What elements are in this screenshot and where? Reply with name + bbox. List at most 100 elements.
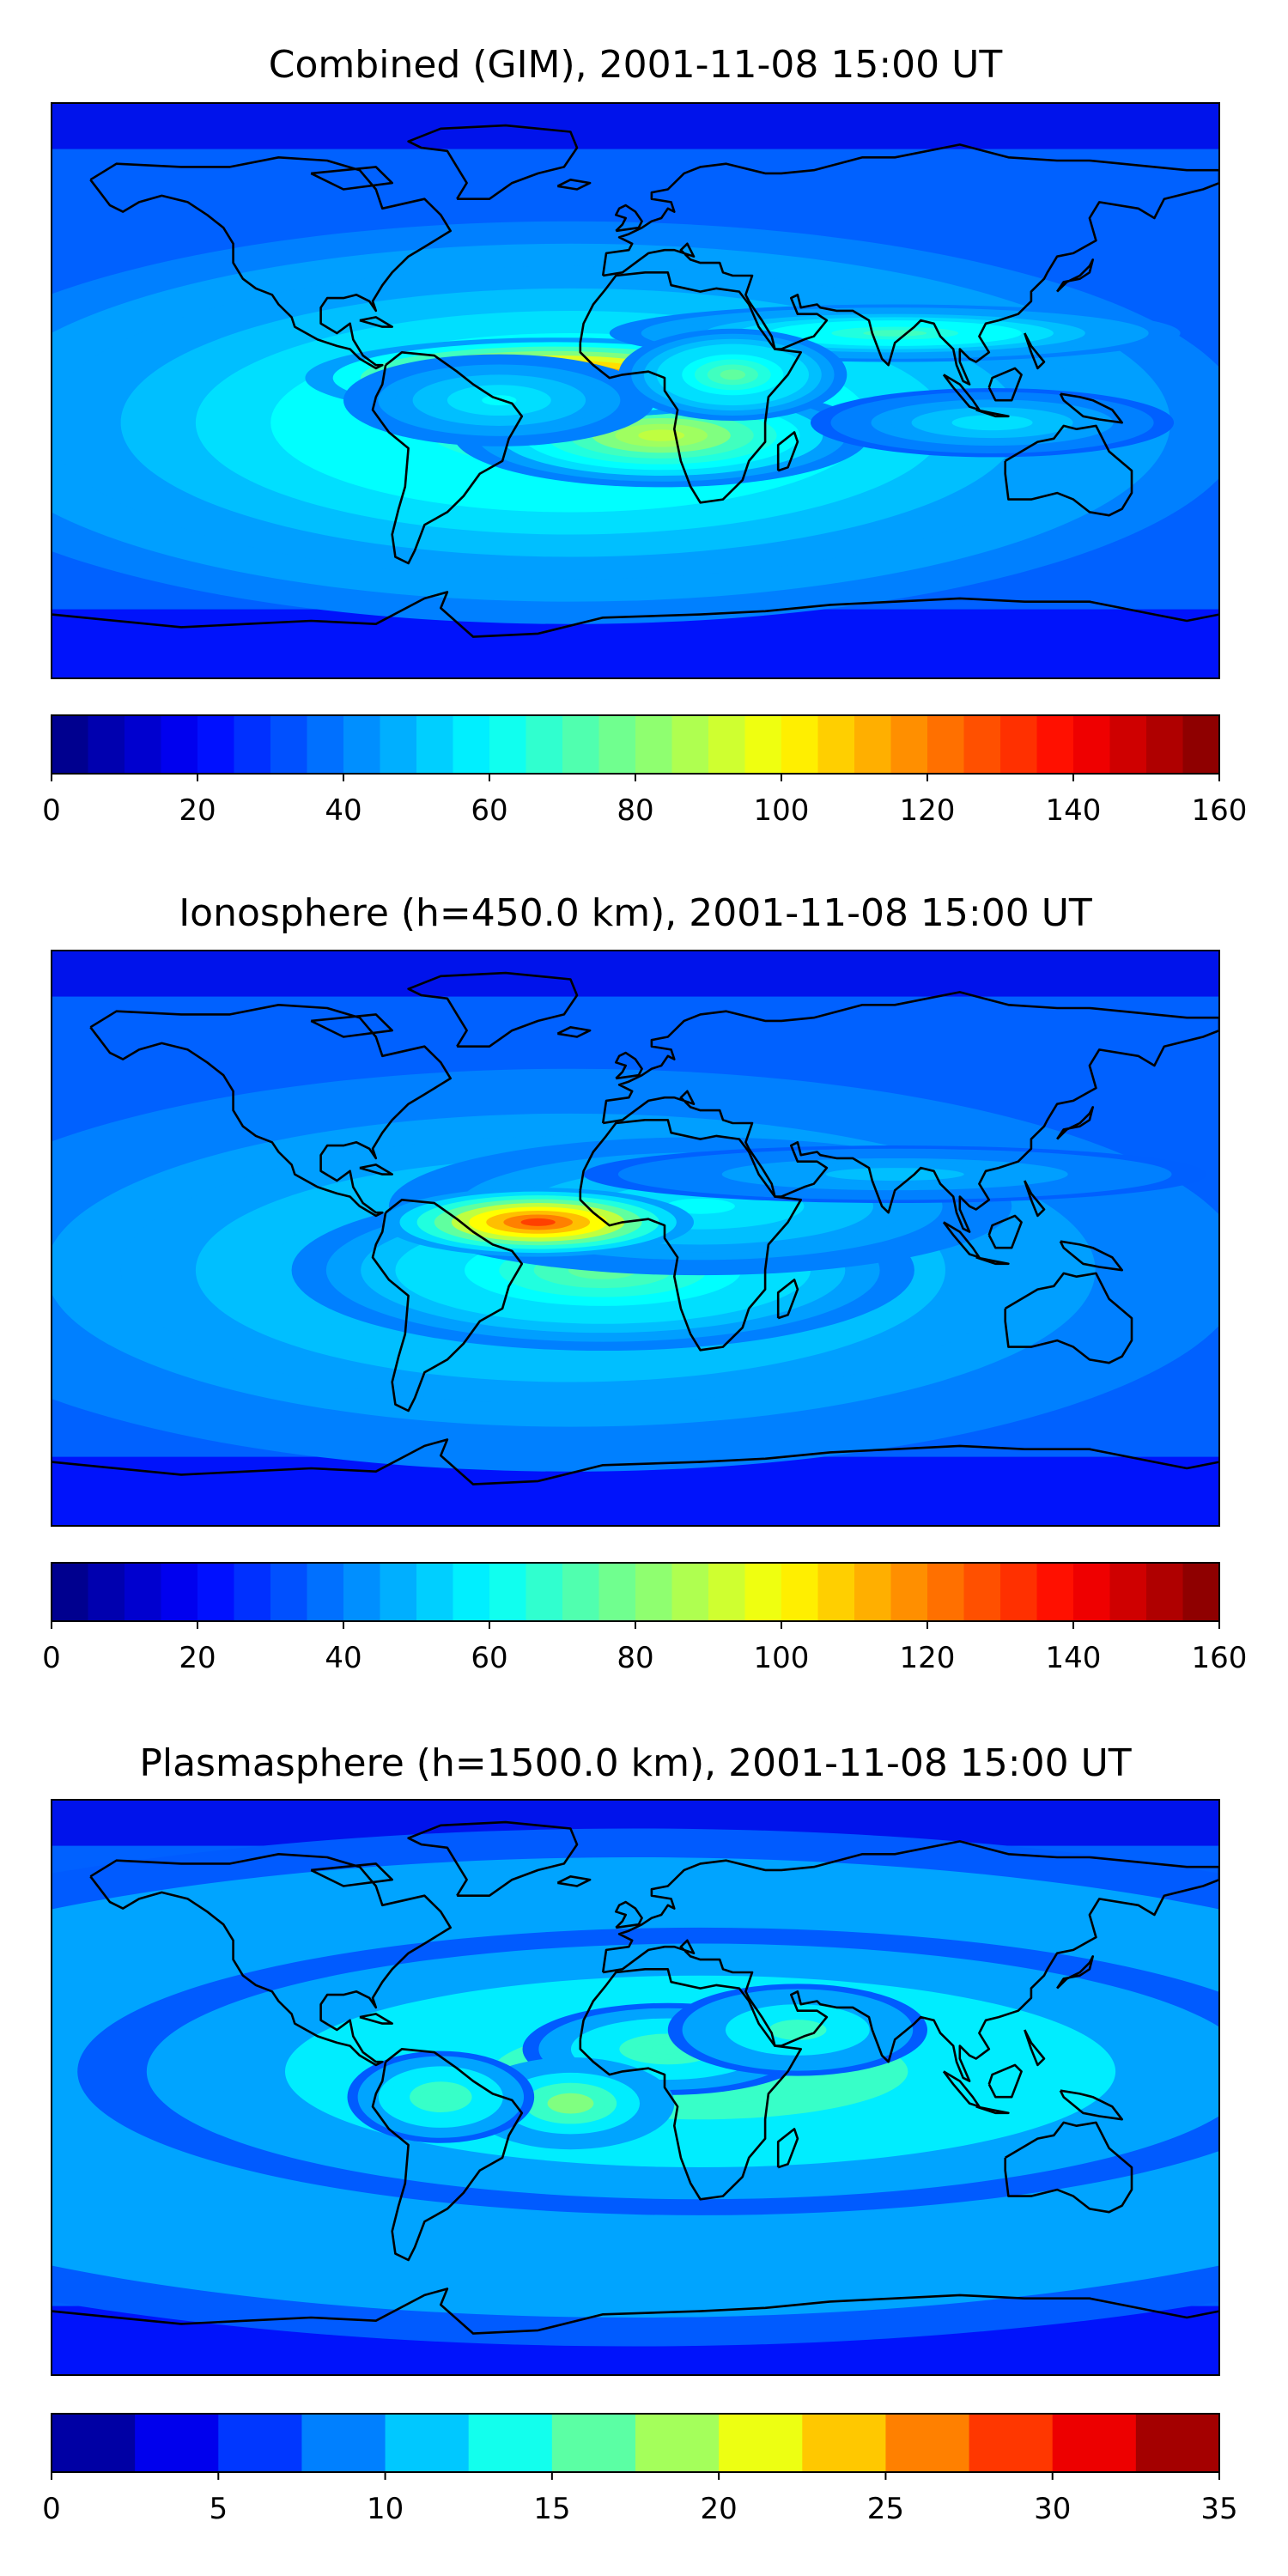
colorbar-segment [562, 715, 600, 774]
colorbar-segment [1109, 1563, 1147, 1621]
colorbar-segment [890, 715, 928, 774]
coastline [1059, 2089, 1123, 2121]
coastline [776, 1279, 799, 1320]
colorbar-segment [1146, 1563, 1184, 1621]
colorbar-tick-label: 0 [42, 2492, 61, 2526]
colorbar-segment [307, 1563, 344, 1621]
field-contour [863, 330, 927, 337]
coastline [407, 1820, 579, 1897]
coastline [371, 351, 524, 565]
coastline [1004, 2121, 1133, 2214]
colorbar-tick-label: 10 [367, 2492, 404, 2526]
coastline [1056, 1955, 1094, 1990]
colorbar-segment [453, 715, 490, 774]
colorbar-segment [635, 1563, 673, 1621]
colorbar-segment [927, 1563, 965, 1621]
field-contour [638, 429, 685, 441]
colorbar-segment [380, 715, 417, 774]
colorbar-tick-label: 60 [471, 793, 507, 828]
colorbar: 0 5 10 15 20 25 30 35 [42, 2413, 1238, 2526]
colorbar-tick-label: 100 [754, 793, 810, 828]
field-band [52, 103, 1219, 149]
colorbar-segment [1109, 715, 1147, 774]
field-contour [720, 369, 746, 380]
colorbar-segment [854, 715, 892, 774]
colorbar-tick-label: 20 [179, 1641, 216, 1675]
field-band [52, 951, 1219, 997]
coastline [310, 1013, 393, 1038]
coastline [975, 2105, 1010, 2115]
colorbar-segment [88, 715, 125, 774]
coastline [310, 1862, 393, 1887]
coastline [975, 409, 1010, 418]
coastline [615, 204, 643, 233]
colorbar-segment [1073, 715, 1111, 774]
colorbar-segment [234, 1563, 271, 1621]
colorbar-segment [385, 2414, 470, 2472]
coastlines [52, 1820, 1219, 2335]
map-frame [51, 950, 1220, 1527]
coastline [359, 2013, 393, 2025]
coastline [1059, 392, 1123, 424]
map-title: Plasmasphere (h=1500.0 km), 2001-11-08 1… [139, 1741, 1131, 1785]
colorbar-segment [218, 2414, 303, 2472]
colorbar-tick-label: 80 [617, 793, 653, 828]
coastline [407, 971, 579, 1048]
coastline [601, 1840, 1219, 2082]
coastline [987, 367, 1023, 402]
coastline [89, 1853, 452, 2067]
colorbar-tick-label: 120 [900, 1641, 956, 1675]
colorbar-segment [744, 715, 782, 774]
coastline [987, 2063, 1023, 2099]
colorbar-segment [1036, 1563, 1074, 1621]
coastlines [52, 971, 1219, 1485]
field-contour [559, 2098, 582, 2109]
colorbar-tick-label: 20 [179, 793, 216, 828]
colorbar-segment [551, 2414, 636, 2472]
colorbar-segment [526, 1563, 563, 1621]
colorbar-tick-label: 140 [1046, 793, 1102, 828]
coastline [359, 316, 393, 328]
colorbar-segment [885, 2414, 970, 2472]
colorbar-segment [125, 715, 162, 774]
coastline [1056, 258, 1094, 293]
coastline [1056, 1106, 1094, 1140]
map-frame [51, 1799, 1220, 2376]
coastline [615, 1900, 643, 1929]
colorbar-segment [817, 1563, 855, 1621]
coastline [407, 124, 579, 200]
colorbar-tick-label: 40 [325, 793, 361, 828]
coastline [776, 2128, 799, 2169]
coastlines [52, 124, 1219, 638]
colorbar-segment [802, 2414, 887, 2472]
field-contour [783, 2025, 812, 2035]
colorbar-segment [598, 1563, 636, 1621]
colorbar-segment [854, 1563, 892, 1621]
coastline [1024, 332, 1046, 370]
coastline [89, 156, 452, 370]
colorbar-segment [526, 715, 563, 774]
colorbar-tick-label: 60 [471, 1641, 507, 1675]
colorbar-segment [817, 715, 855, 774]
map-title: Ionosphere (h=450.0 km), 2001-11-08 15:0… [179, 891, 1092, 935]
coastline [987, 1214, 1023, 1249]
map-title: Combined (GIM), 2001-11-08 15:00 UT [269, 43, 1003, 87]
coastline [52, 1438, 1219, 1485]
colorbar-segment [1052, 2414, 1137, 2472]
colorbar-segment [52, 1563, 89, 1621]
map-field [52, 1800, 1219, 2375]
colorbar-segment [161, 715, 198, 774]
colorbar-segment [52, 715, 89, 774]
field-contour [430, 2092, 452, 2103]
colorbar-tick-label: 20 [701, 2492, 738, 2526]
colorbar-tick-label: 0 [42, 1641, 61, 1675]
colorbar-segment [270, 1563, 308, 1621]
colorbar-segment [635, 715, 673, 774]
colorbar-segment [270, 715, 308, 774]
colorbar-segment [781, 1563, 819, 1621]
colorbar-segment [307, 715, 344, 774]
coastline [52, 2287, 1219, 2335]
map-frame [51, 102, 1220, 679]
colorbar-tick-label: 140 [1046, 1641, 1102, 1675]
